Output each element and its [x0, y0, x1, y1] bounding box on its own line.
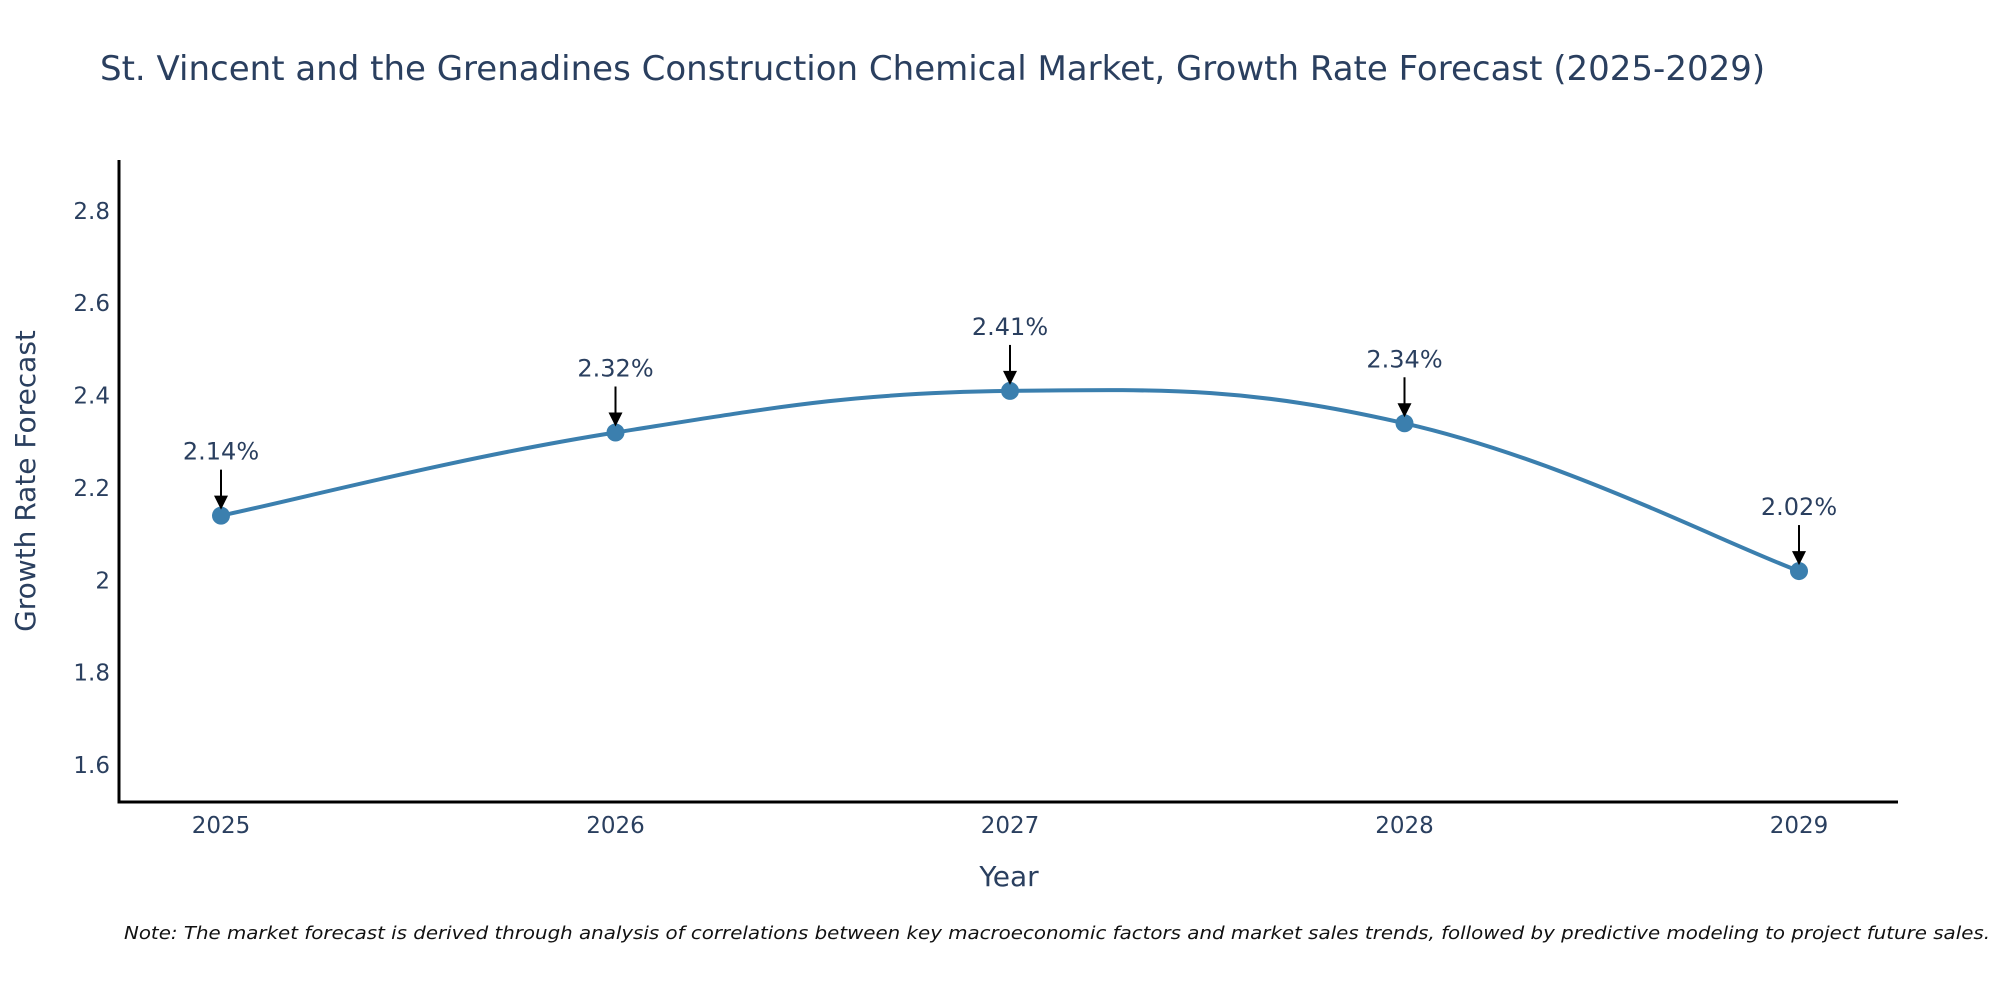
series-line [220, 388, 1800, 573]
data-label-2027: 2.41% [972, 313, 1048, 341]
x-tick-label-2029: 2029 [1770, 813, 1829, 839]
arrow-head-2029 [1792, 551, 1806, 566]
y-tick-label-6: 2.8 [73, 199, 110, 225]
data-points [212, 381, 1808, 581]
footnote: Note: The market forecast is derived thr… [124, 923, 1990, 944]
y-axis-title: Growth Rate Forecast [9, 330, 42, 632]
chart-title: St. Vincent and the Grenadines Construct… [100, 49, 1765, 89]
arrow-head-2027 [1003, 370, 1017, 385]
y-tick-label-2: 2 [95, 568, 110, 594]
x-axis-ticks: 2025 2026 2027 2028 2029 [192, 813, 1829, 839]
y-tick-label-1: 1.8 [73, 661, 110, 687]
data-label-2029: 2.02% [1761, 493, 1837, 521]
data-point-2029 [1790, 562, 1808, 581]
data-point-2025 [212, 506, 230, 525]
x-tick-label-2028: 2028 [1375, 813, 1434, 839]
data-point-2026 [606, 423, 625, 442]
y-tick-label-0: 1.6 [73, 753, 110, 779]
data-label-2028: 2.34% [1366, 345, 1442, 373]
arrow-head-2025 [214, 495, 228, 510]
x-tick-label-2025: 2025 [192, 813, 251, 839]
y-axis-ticks: 1.6 1.8 2 2.2 2.4 2.6 2.8 [73, 199, 110, 779]
data-label-annotations: 2.14% 2.32% 2.41% 2.34% 2.02% [183, 313, 1837, 566]
x-axis-title: Year [978, 860, 1039, 893]
x-tick-label-2027: 2027 [981, 813, 1040, 839]
arrow-head-2026 [608, 412, 623, 427]
y-tick-label-4: 2.4 [73, 384, 110, 410]
y-tick-label-5: 2.6 [73, 291, 110, 317]
data-label-2025: 2.14% [183, 438, 259, 466]
data-point-2028 [1395, 414, 1414, 433]
x-tick-label-2026: 2026 [586, 813, 645, 839]
y-tick-label-3: 2.2 [73, 476, 110, 502]
arrow-head-2028 [1397, 403, 1412, 418]
data-label-2026: 2.32% [577, 355, 653, 383]
data-point-2027 [1001, 381, 1019, 400]
